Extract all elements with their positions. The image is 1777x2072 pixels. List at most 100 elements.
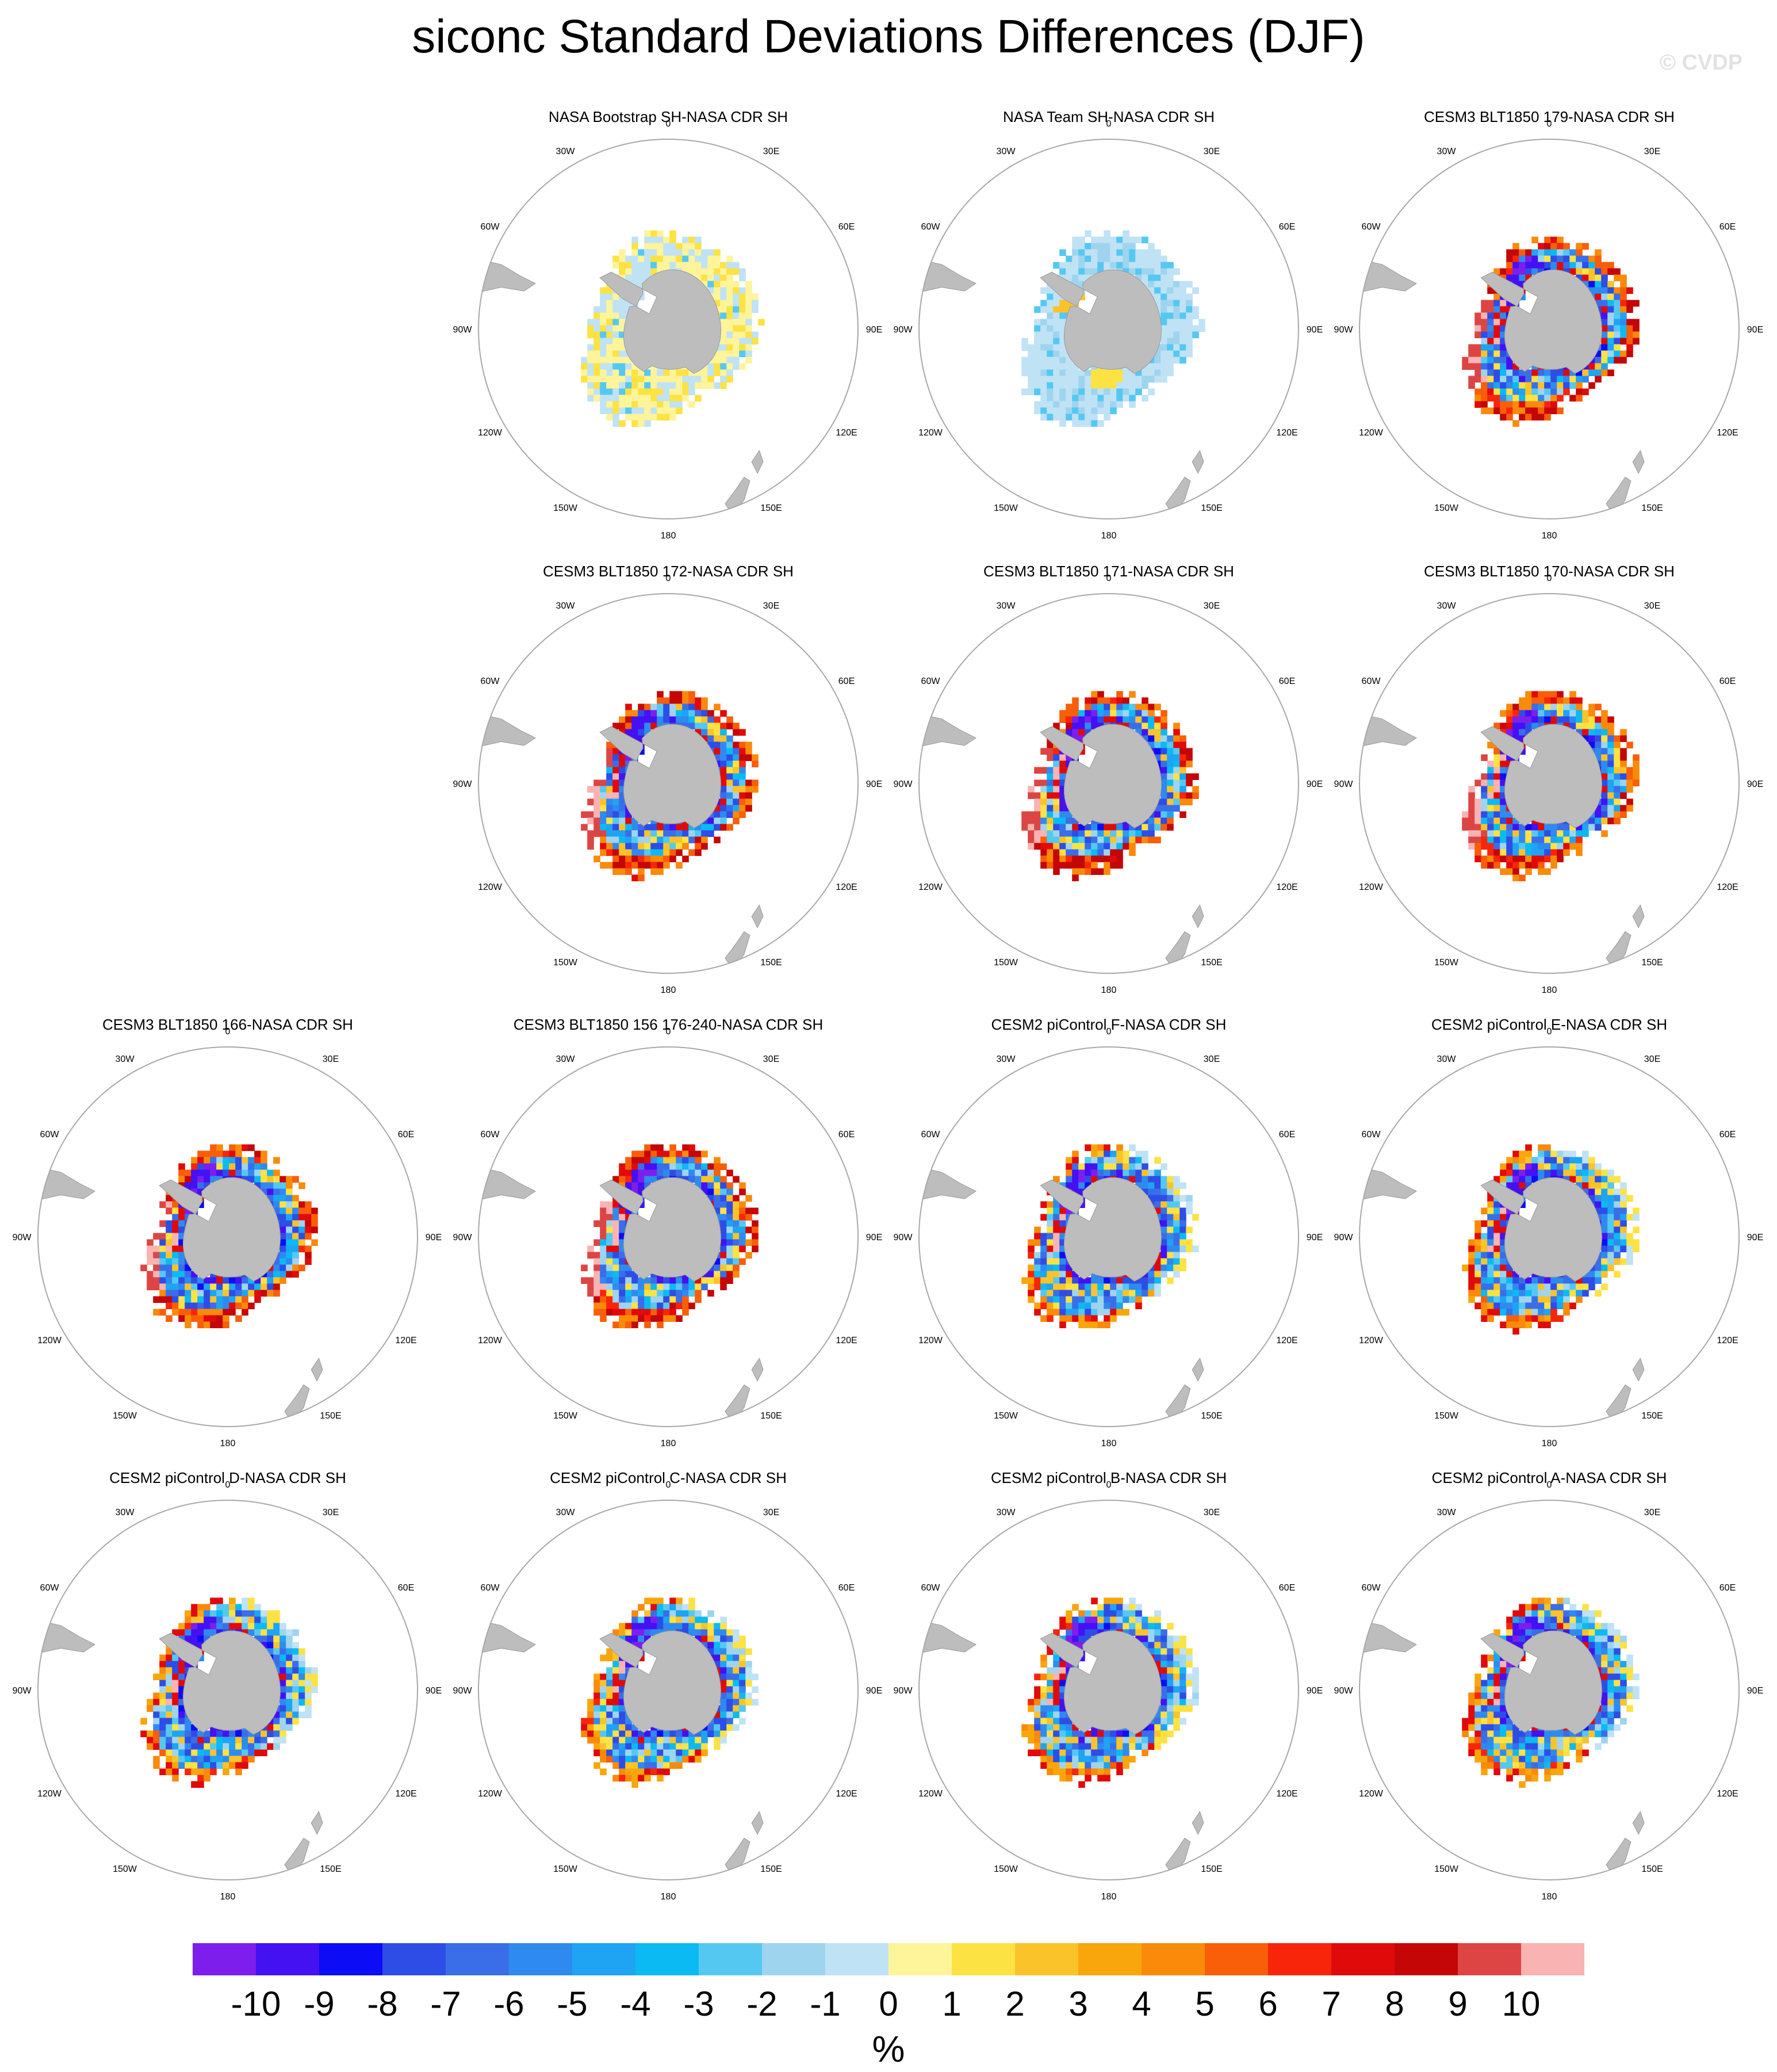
lon-label: 30W [556, 1508, 576, 1517]
panel-title: CESM3 BLT1850 166-NASA CDR SH [102, 1016, 353, 1033]
map-panel: CESM2 piControl C-NASA CDR SH0 30E 60E 90E 1… [453, 1469, 883, 1902]
lon-label: 90E [1747, 1233, 1763, 1243]
colorbar-box [762, 1943, 825, 1975]
antarctica-land [1480, 269, 1603, 374]
colorbar-box [699, 1943, 762, 1975]
lon-label: 60W [921, 1583, 941, 1593]
south-america-land [1359, 1164, 1417, 1203]
colorbar-tick-label: -6 [493, 1985, 524, 2023]
lon-label: 90E [1307, 325, 1323, 335]
lon-label: 60W [40, 1130, 60, 1140]
lon-label: 120E [836, 1336, 857, 1345]
lon-label: 120E [1276, 428, 1297, 438]
colorbar-box [1268, 1943, 1331, 1975]
colorbar-tick-label: 0 [879, 1985, 898, 2023]
colorbar-tick-label: 6 [1258, 1985, 1277, 2023]
lon-label: 150E [1641, 1864, 1663, 1874]
south-america-land [919, 710, 976, 750]
lon-label: 180 [1542, 985, 1557, 995]
panel-title: CESM2 piControl A-NASA CDR SH [1432, 1469, 1667, 1486]
lon-label: 30E [1204, 601, 1220, 611]
sea-ice-field [581, 230, 765, 427]
colorbar-tick-label: -7 [430, 1985, 461, 2023]
lon-label: 120E [836, 882, 857, 892]
map-panel: CESM2 piControl D-NASA CDR SH0 30E 60E 90E 1… [13, 1469, 442, 1902]
lon-label: 0 [1547, 1480, 1552, 1490]
lon-label: 30W [997, 601, 1016, 611]
antarctica-land [1040, 1177, 1162, 1282]
map-boundary [918, 139, 1299, 519]
lon-label: 120W [37, 1336, 62, 1345]
map-panel: CESM2 piControl A-NASA CDR SH0 30E 60E 90E 1… [1334, 1469, 1764, 1902]
colorbar-tick-label: 1 [942, 1985, 961, 2023]
south-america-land [478, 710, 536, 750]
lon-label: 90E [1747, 325, 1763, 335]
lon-label: 0 [1106, 574, 1112, 583]
lon-label: 0 [1106, 1027, 1112, 1037]
colorbar-box [1458, 1943, 1521, 1975]
lon-label: 90W [1334, 1233, 1354, 1243]
lon-label: 0 [225, 1480, 231, 1490]
lon-label: 30E [1204, 1054, 1220, 1064]
lon-label: 150E [1201, 958, 1222, 968]
lon-label: 30E [1644, 1508, 1660, 1517]
lon-label: 90W [1334, 325, 1354, 335]
sea-ice-field [1462, 1597, 1640, 1788]
lon-label: 60W [921, 676, 941, 686]
south-america-land [1359, 1617, 1417, 1657]
lon-label: 120E [1276, 1789, 1297, 1799]
lon-label: 30E [1644, 1054, 1660, 1064]
lon-label: 150E [760, 503, 782, 513]
map-panel: CESM3 BLT1850 179-NASA CDR SH0 30E 60E 90E 1… [1334, 108, 1764, 541]
colorbar-tick-label: -3 [683, 1985, 714, 2023]
south-america-land [478, 1164, 536, 1203]
antarctica-land [1480, 724, 1603, 828]
sea-ice-field [1462, 236, 1640, 427]
colorbar-box [509, 1943, 572, 1975]
lon-label: 30E [323, 1508, 339, 1517]
panel-title: CESM2 piControl F-NASA CDR SH [991, 1016, 1227, 1033]
colorbar-box [1395, 1943, 1458, 1975]
lon-label: 120W [1359, 882, 1384, 892]
lon-label: 90E [866, 325, 882, 335]
colorbar-box [1142, 1943, 1205, 1975]
map-panel: CESM3 BLT1850 171-NASA CDR SH0 30E 60E 90E 1… [894, 563, 1323, 995]
lon-label: 90W [453, 325, 473, 335]
lon-label: 0 [666, 574, 671, 583]
antarctica-land [599, 269, 722, 374]
lon-label: 30W [1437, 147, 1457, 156]
new-zealand-land [1165, 450, 1204, 516]
new-zealand-land [725, 450, 764, 516]
panel-title: CESM2 piControl D-NASA CDR SH [109, 1469, 346, 1486]
colorbar-tick-label: 7 [1322, 1985, 1341, 2023]
lon-label: 150E [320, 1411, 341, 1421]
lon-label: 120E [1276, 1336, 1297, 1345]
lon-label: 30E [1204, 147, 1220, 156]
lon-label: 60E [1719, 676, 1736, 686]
lon-label: 60E [1719, 1583, 1736, 1593]
map-boundary [918, 593, 1299, 974]
lon-label: 120E [836, 428, 857, 438]
sea-ice-field [581, 1144, 759, 1328]
colorbar-box [1331, 1943, 1395, 1975]
lon-label: 150E [760, 1411, 782, 1421]
lon-label: 90E [866, 1686, 882, 1696]
lon-label: 120E [836, 1789, 857, 1799]
lon-label: 0 [666, 1027, 671, 1037]
lon-label: 30W [1437, 1054, 1457, 1064]
antarctica-land [1040, 1630, 1162, 1735]
colorbar-tick-label: 9 [1448, 1985, 1467, 2023]
lon-label: 60E [1719, 222, 1736, 232]
lon-label: 90E [1747, 779, 1763, 789]
colorbar-tick-label: -5 [557, 1985, 587, 2023]
lon-label: 90E [866, 779, 882, 789]
lon-label: 150W [994, 503, 1018, 513]
lon-label: 90W [13, 1686, 32, 1696]
new-zealand-land [284, 1358, 323, 1424]
map-boundary [478, 1046, 859, 1427]
lon-label: 120E [1717, 1336, 1738, 1345]
lon-label: 120W [918, 882, 943, 892]
lon-label: 60E [398, 1583, 414, 1593]
lon-label: 90E [1307, 779, 1323, 789]
lon-label: 150W [1434, 958, 1459, 968]
